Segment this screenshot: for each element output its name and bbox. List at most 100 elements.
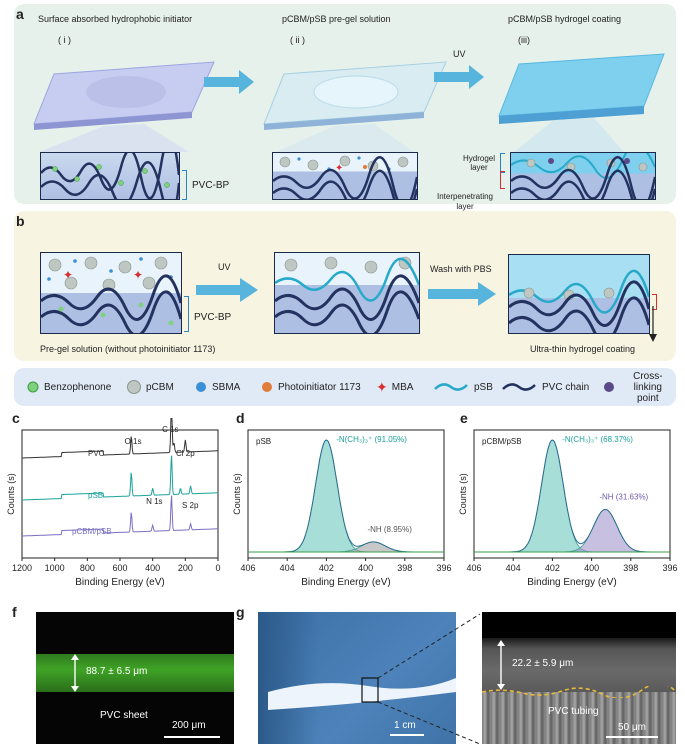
panel-d-label: d <box>236 410 245 426</box>
scale-bar-g-left <box>390 734 424 736</box>
chart-d-psb-n1s: 406 404 402 400 398 396 Binding Energy (eV) Cou… <box>232 429 452 588</box>
benzophenone-icon <box>27 381 39 393</box>
svg-text:✦: ✦ <box>63 268 73 282</box>
psb-line-icon <box>434 383 468 391</box>
peak-annotation: S 2p <box>182 501 199 510</box>
scale-g-right: 50 μm <box>618 722 646 733</box>
substrate-sheet-1-edge <box>34 112 192 130</box>
legend-sbma: SBMA <box>194 368 240 406</box>
y-axis-label: Counts (s) <box>6 473 16 515</box>
peak-label-1: -N(CH₃)₃⁺ (68.37%) <box>562 435 633 444</box>
y-axis-label: Counts (s) <box>232 473 242 515</box>
sample-f: PVC sheet <box>100 710 148 721</box>
microstructure-b-pregel: ✦ ✦ <box>40 252 182 334</box>
legend-mba: ✦ MBA <box>376 378 414 395</box>
hydrogel-layer-label: Hydrogel layer <box>462 154 495 172</box>
plot-frame <box>473 429 671 559</box>
panel-b-label: b <box>16 213 25 229</box>
x-tick-label: 400 <box>584 563 599 573</box>
photo-tubing: 1 cm <box>258 612 456 744</box>
uv-label-a: UV <box>453 49 466 59</box>
x-tick-label: 400 <box>145 563 160 573</box>
peak-label-1: -N(CH₃)₃⁺ (91.05%) <box>336 435 407 444</box>
pcbm-icon <box>127 380 141 394</box>
peak-label-2: -NH (8.95%) <box>367 525 412 534</box>
coating-arrow <box>649 306 657 342</box>
photoinitiator-icon <box>262 382 272 392</box>
pvc-bp-label-a: PVC-BP <box>192 180 230 191</box>
microstructure-hydrogel <box>510 152 656 200</box>
x-tick-label: 1200 <box>12 563 32 573</box>
svg-text:✦: ✦ <box>335 163 343 174</box>
series-label: pCBM/pSB <box>72 527 112 536</box>
scale-g-left: 1 cm <box>394 720 416 731</box>
peak-annotation: C 1s <box>162 425 178 434</box>
arrow-b-wash <box>428 282 496 306</box>
panel-a-illustration <box>33 53 665 152</box>
pvc-chain-icon <box>502 383 536 391</box>
thickness-arrow-g <box>497 640 505 690</box>
pvc-bp-bracket <box>182 170 187 200</box>
tubing-shape <box>268 677 456 710</box>
x-tick-label: 396 <box>662 563 677 573</box>
panel-a-label: a <box>16 6 24 22</box>
thickness-arrow-f <box>71 654 79 692</box>
legend-pvc-chain: PVC chain <box>502 368 589 406</box>
microstructure-pvc-bp <box>40 152 180 200</box>
thickness-f: 88.7 ± 6.5 μm <box>86 666 148 677</box>
substrate-sheet-3-edge <box>499 106 644 124</box>
step1-number: ( i ) <box>58 35 71 45</box>
x-tick-label: 200 <box>178 563 193 573</box>
legend-psb: pSB <box>434 368 493 406</box>
peak-annotation: O 1s <box>125 437 142 446</box>
scale-bar-f <box>164 736 220 738</box>
wash-label: Wash with PBS <box>430 264 492 274</box>
x-tick-label: 600 <box>112 563 127 573</box>
plot-frame <box>247 429 445 559</box>
fluorescence-image-sheet: 88.7 ± 6.5 μm PVC sheet 200 μm <box>36 612 234 744</box>
zoom-box <box>361 677 379 703</box>
scale-bar-g-right <box>606 736 658 738</box>
arrow-uv <box>434 65 484 89</box>
caption-pregel: Pre-gel solution (without photoinitiator… <box>40 344 216 354</box>
x-axis-label: Binding Energy (eV) <box>527 577 617 588</box>
legend-pcbm: pCBM <box>126 368 174 406</box>
chart-c-survey-xps: 1200 1000 800 600 400 200 0 Binding Energy (eV)… <box>6 418 221 588</box>
step2-title: pCBM/pSB pre-gel solution <box>282 14 391 24</box>
x-tick-label: 400 <box>358 563 373 573</box>
step1-title: Surface absorbed hydrophobic initiator <box>38 14 193 24</box>
x-tick-label: 406 <box>466 563 481 573</box>
x-tick-label: 398 <box>623 563 638 573</box>
step3-number: (iii) <box>518 35 530 45</box>
x-tick-label: 0 <box>215 563 220 573</box>
peak-area-0 <box>248 439 444 553</box>
hydrogel-layer-bracket <box>500 153 505 173</box>
x-tick-label: 402 <box>545 563 560 573</box>
series-line-pcbmpsb <box>22 495 218 537</box>
pvc-substrate-texture <box>482 692 676 744</box>
step2-number: ( ii ) <box>290 35 305 45</box>
svg-text:✦: ✦ <box>133 268 143 282</box>
zoom-lines <box>377 613 481 745</box>
step3-title: pCBM/pSB hydrogel coating <box>508 14 622 24</box>
panel-c-label: c <box>12 410 20 426</box>
chart-title: pCBM/pSB <box>482 437 522 446</box>
microstructure-b-coating <box>508 254 650 334</box>
x-tick-label: 402 <box>319 563 334 573</box>
interpenetrating-bracket <box>500 171 505 189</box>
x-tick-label: 800 <box>80 563 95 573</box>
pvc-bp-label-b: PVC-BP <box>194 312 232 323</box>
arrow-1 <box>204 70 254 94</box>
mba-icon: ✦ <box>376 378 388 395</box>
panel-f-label: f <box>12 604 17 620</box>
panel-e-label: e <box>460 410 468 426</box>
thickness-g: 22.2 ± 5.9 μm <box>512 658 574 669</box>
peak-annotation: Cl 2p <box>176 449 195 458</box>
microstructure-b-cured <box>274 252 420 334</box>
legend-crosslink: Cross-linking point <box>602 368 676 406</box>
peak-annotation: N 1s <box>146 497 162 506</box>
chart-title: pSB <box>256 437 271 446</box>
sbma-icon <box>196 382 206 392</box>
sample-g: PVC tubing <box>548 706 599 717</box>
panel-g-label: g <box>236 604 245 620</box>
